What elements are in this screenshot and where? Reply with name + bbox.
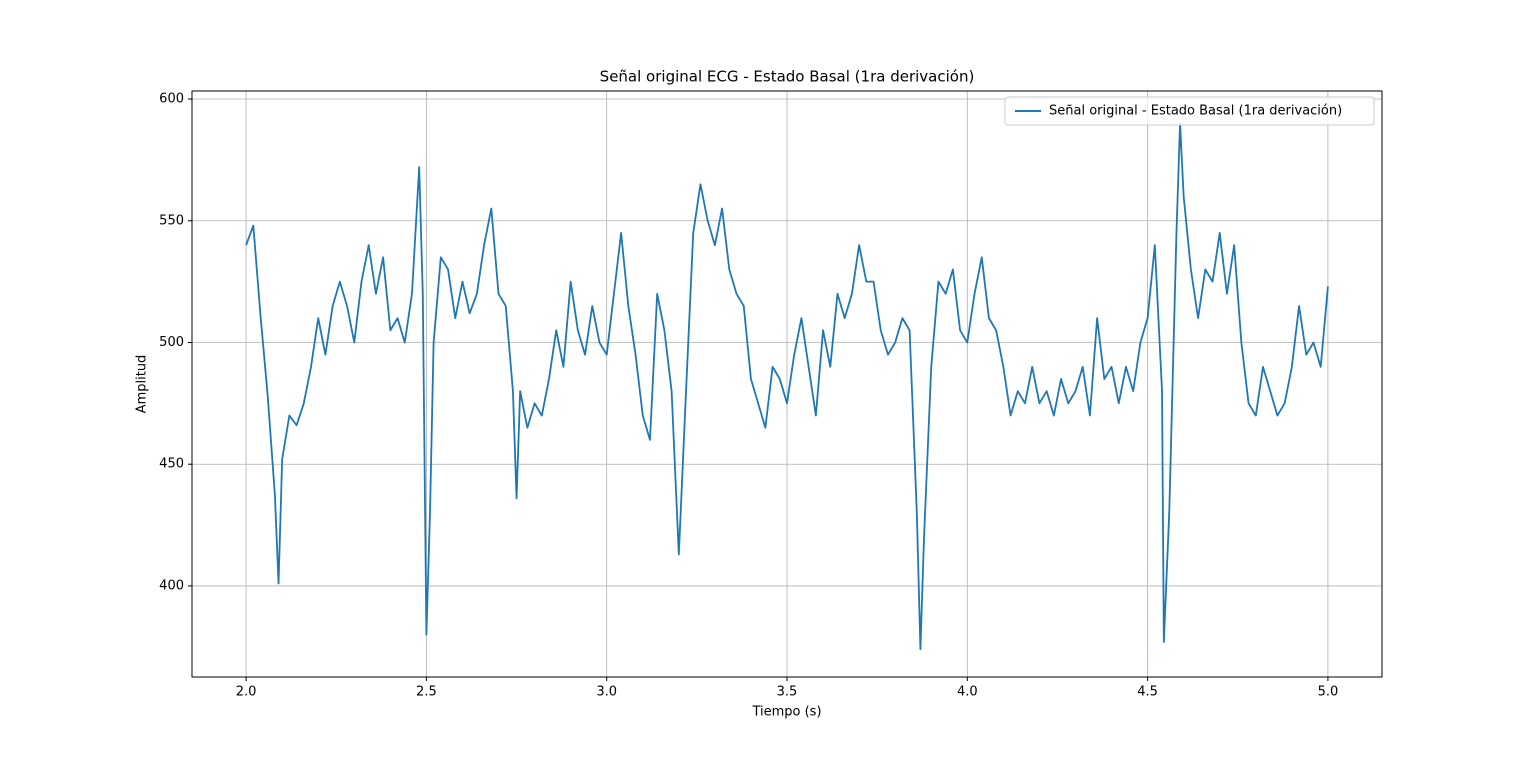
x-tick-label: 2.0 xyxy=(236,685,257,700)
y-tick-label: 600 xyxy=(159,92,184,107)
y-tick-label: 500 xyxy=(159,335,184,350)
chart-title: Señal original ECG - Estado Basal (1ra d… xyxy=(600,68,975,86)
x-tick-label: 3.5 xyxy=(777,685,798,700)
x-axis-label: Tiempo (s) xyxy=(751,705,821,720)
x-tick-label: 3.0 xyxy=(596,685,617,700)
x-tick-label: 2.5 xyxy=(416,685,437,700)
x-tick-label: 4.5 xyxy=(1137,685,1158,700)
y-tick-label: 550 xyxy=(159,213,184,228)
legend-label: Señal original - Estado Basal (1ra deriv… xyxy=(1049,104,1342,119)
y-tick-label: 450 xyxy=(159,457,184,472)
y-tick-label: 400 xyxy=(159,578,184,593)
x-tick-label: 4.0 xyxy=(957,685,978,700)
x-tick-label: 5.0 xyxy=(1318,685,1339,700)
legend-box xyxy=(1004,96,1375,126)
y-axis-label: Amplitud xyxy=(135,355,150,414)
plot-frame xyxy=(191,90,1383,678)
data-line xyxy=(245,122,1329,651)
